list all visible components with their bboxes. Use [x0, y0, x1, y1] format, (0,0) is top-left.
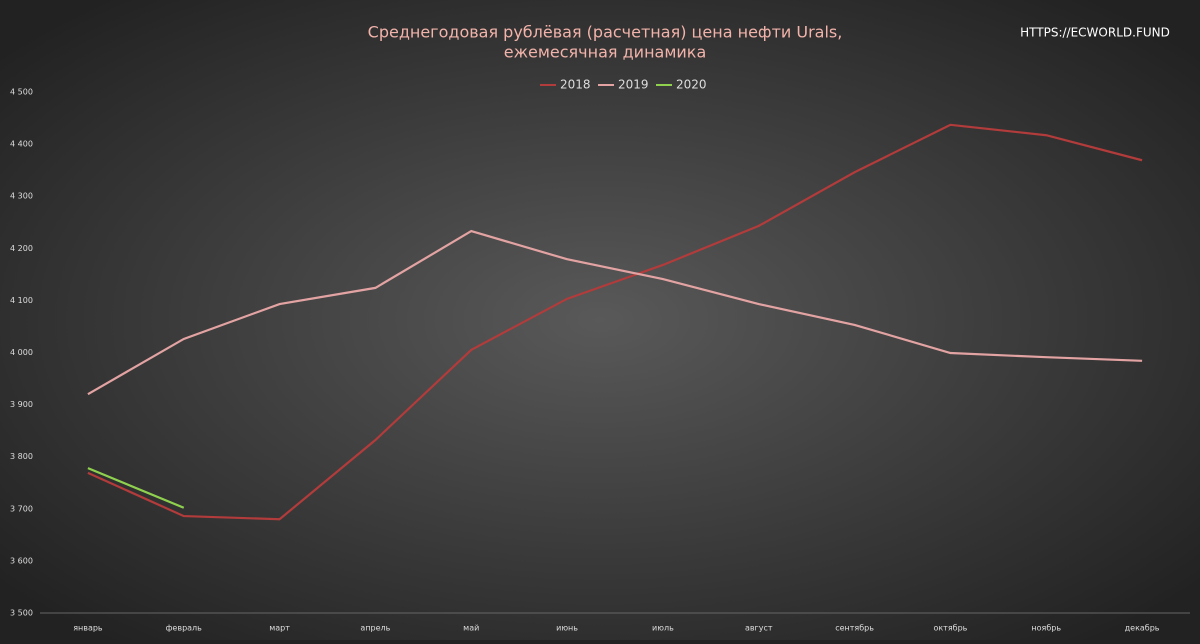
series-line [87, 123, 1143, 521]
x-tick-label: январь [73, 624, 103, 633]
x-tick-label: декабрь [1125, 624, 1160, 633]
y-tick-label: 4 400 [10, 140, 33, 149]
legend-label: 2020 [676, 78, 707, 92]
x-tick-label: июнь [556, 624, 578, 633]
legend-label: 2018 [560, 78, 591, 92]
x-tick-label: август [745, 624, 773, 633]
y-tick-label: 3 700 [10, 504, 33, 513]
y-tick-label: 4 200 [10, 244, 33, 253]
x-tick-label: ноябрь [1031, 624, 1061, 633]
series-line [87, 229, 1143, 396]
watermark: HTTPS://ECWORLD.FUND [1020, 26, 1170, 40]
y-tick-label: 4 500 [10, 88, 33, 97]
x-tick-label: февраль [166, 624, 203, 633]
x-tick-label: июль [652, 624, 674, 633]
y-tick-label: 4 300 [10, 192, 33, 201]
series-line [87, 467, 185, 509]
x-tick-label: октябрь [933, 624, 967, 633]
chart-title: Среднегодовая рублёвая (расчетная) цена … [368, 23, 843, 42]
chart-title: ежемесячная динамика [504, 43, 707, 62]
y-tick-label: 3 500 [10, 609, 33, 618]
x-tick-label: март [269, 624, 290, 633]
y-tick-label: 3 900 [10, 400, 33, 409]
x-tick-label: апрель [360, 624, 390, 633]
y-tick-label: 4 100 [10, 296, 33, 305]
x-tick-label: май [463, 624, 479, 633]
y-tick-label: 4 000 [10, 348, 33, 357]
x-tick-label: сентябрь [835, 624, 874, 633]
y-tick-label: 3 600 [10, 556, 33, 565]
legend-label: 2019 [618, 78, 649, 92]
y-tick-label: 3 800 [10, 452, 33, 461]
